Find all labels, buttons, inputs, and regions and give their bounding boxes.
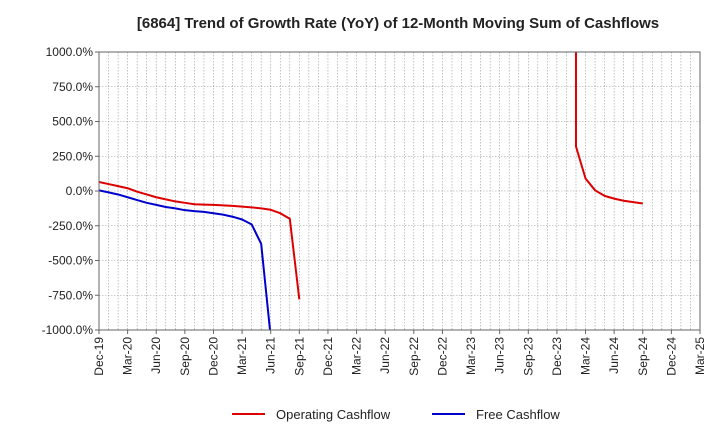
- series-line-2: [99, 189, 272, 330]
- x-tick-label: Mar-23: [464, 337, 478, 375]
- x-axis: Dec-19 Mar-20 Jun-20 Sep-20 Dec-20 Mar-21 Jun-…: [92, 330, 707, 376]
- x-tick-label: Dec-21: [321, 337, 335, 376]
- y-tick-label: 250.0%: [52, 149, 93, 163]
- x-tick-label: Dec-20: [206, 337, 220, 376]
- chart-title: [6864] Trend of Growth Rate (YoY) of 12-…: [137, 15, 659, 32]
- x-tick-label: Jun-22: [378, 337, 392, 374]
- x-tick-label: Sep-21: [292, 337, 306, 376]
- x-tick-label: Jun-24: [607, 337, 621, 374]
- x-tick-label: Sep-20: [178, 337, 192, 376]
- legend: Operating Cashflow Free Cashflow: [232, 407, 560, 422]
- x-tick-label: Jun-20: [149, 337, 163, 374]
- plot-frame: [98, 51, 701, 331]
- series-line-0: [99, 180, 301, 300]
- y-tick-label: 500.0%: [52, 115, 93, 129]
- x-tick-label: Dec-19: [92, 337, 106, 376]
- x-tick-label: Mar-20: [121, 337, 135, 375]
- x-tick-label: Dec-24: [664, 337, 678, 376]
- x-tick-label: Mar-22: [350, 337, 364, 375]
- x-tick-label: Sep-22: [407, 337, 421, 376]
- y-tick-label: 750.0%: [52, 80, 93, 94]
- y-tick-label: -750.0%: [48, 288, 93, 302]
- grid: [99, 52, 700, 330]
- y-tick-label: -250.0%: [48, 219, 93, 233]
- x-tick-label: Jun-21: [264, 337, 278, 374]
- x-tick-label: Mar-21: [235, 337, 249, 375]
- y-tick-label: -1000.0%: [42, 323, 94, 337]
- x-tick-label: Sep-24: [636, 337, 650, 376]
- x-tick-label: Mar-24: [579, 337, 593, 375]
- x-tick-label: Dec-22: [435, 337, 449, 376]
- series-line-1: [574, 52, 643, 205]
- legend-label: Operating Cashflow: [276, 407, 391, 422]
- y-tick-label: 0.0%: [66, 184, 94, 198]
- x-tick-label: Dec-23: [550, 337, 564, 376]
- y-tick-label: 1000.0%: [46, 45, 94, 59]
- x-tick-label: Mar-25: [693, 337, 707, 375]
- x-tick-label: Jun-23: [493, 337, 507, 374]
- y-tick-label: -500.0%: [48, 254, 93, 268]
- series-lines: [99, 52, 643, 330]
- legend-label: Free Cashflow: [476, 407, 560, 422]
- y-axis: 1000.0% 750.0% 500.0% 250.0% 0.0% -250.0% -500…: [42, 45, 99, 337]
- x-tick-label: Sep-23: [521, 337, 535, 376]
